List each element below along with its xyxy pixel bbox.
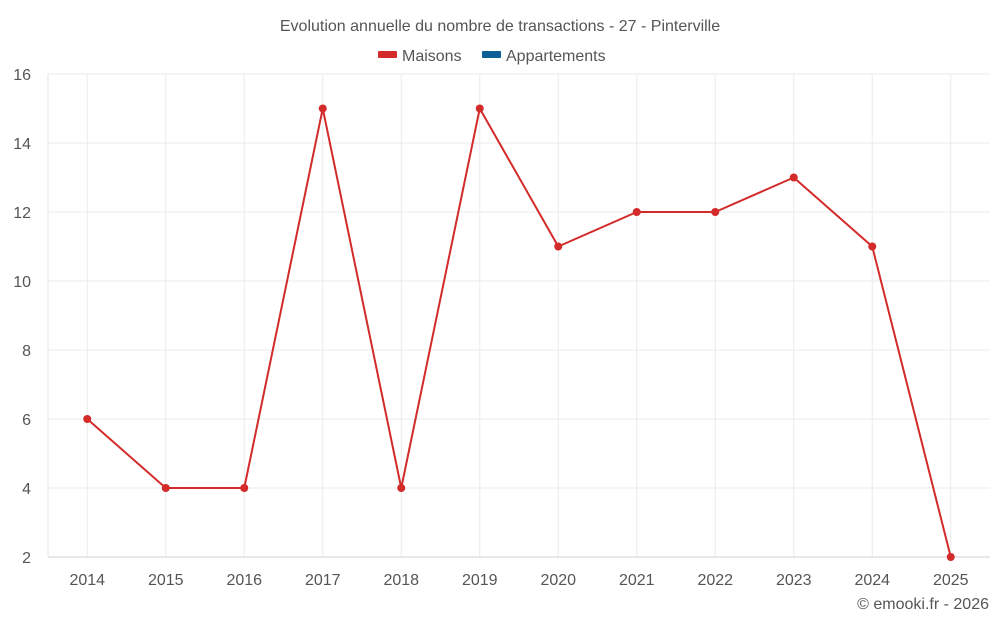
data-point-2015[interactable] bbox=[161, 484, 170, 492]
credit-text: © emooki.fr - 2026 bbox=[857, 596, 989, 613]
data-point-2025[interactable] bbox=[946, 553, 955, 561]
x-tick-label: 2014 bbox=[69, 572, 105, 589]
x-axis: 2014 2015 2016 2017 2018 2019 2020 2021 2022 2023… bbox=[69, 572, 968, 589]
legend-label-maisons: Maisons bbox=[402, 48, 462, 65]
x-tick-label: 2025 bbox=[933, 572, 969, 589]
data-point-2020[interactable] bbox=[554, 242, 563, 251]
series-maisons bbox=[83, 104, 955, 561]
data-point-2023[interactable] bbox=[789, 173, 798, 182]
x-tick-label: 2022 bbox=[697, 572, 733, 589]
x-tick-label: 2015 bbox=[148, 572, 184, 589]
data-point-2022[interactable] bbox=[711, 208, 720, 216]
chart-title: Evolution annuelle du nombre de transact… bbox=[280, 18, 720, 35]
x-tick-label: 2016 bbox=[226, 572, 262, 589]
y-tick-label: 16 bbox=[13, 67, 31, 84]
y-tick-label: 10 bbox=[13, 274, 31, 291]
legend-item-appartements[interactable]: Appartements bbox=[482, 48, 606, 65]
y-tick-label: 4 bbox=[22, 481, 31, 498]
data-point-2018[interactable] bbox=[397, 484, 406, 492]
legend-label-appartements: Appartements bbox=[506, 48, 606, 65]
data-point-2014[interactable] bbox=[83, 415, 92, 423]
legend-swatch-maisons bbox=[378, 51, 397, 58]
x-tick-label: 2023 bbox=[776, 572, 812, 589]
x-tick-label: 2024 bbox=[854, 572, 890, 589]
data-point-2016[interactable] bbox=[240, 484, 249, 492]
y-axis: 2 4 6 8 10 12 14 16 bbox=[13, 67, 31, 567]
y-tick-label: 8 bbox=[22, 343, 31, 360]
gridlines bbox=[47, 73, 990, 558]
data-point-2017[interactable] bbox=[318, 104, 327, 113]
x-tick-label: 2019 bbox=[462, 572, 498, 589]
legend: Maisons Appartements bbox=[378, 48, 606, 65]
legend-item-maisons[interactable]: Maisons bbox=[378, 48, 462, 65]
x-tick-label: 2020 bbox=[540, 572, 576, 589]
data-point-2021[interactable] bbox=[632, 208, 641, 216]
y-tick-label: 6 bbox=[22, 412, 31, 429]
x-tick-label: 2018 bbox=[383, 572, 419, 589]
y-tick-label: 14 bbox=[13, 136, 31, 153]
y-tick-label: 12 bbox=[13, 205, 31, 222]
y-tick-label: 2 bbox=[22, 550, 31, 567]
data-point-2024[interactable] bbox=[868, 242, 877, 251]
x-tick-label: 2021 bbox=[619, 572, 655, 589]
series-line-maisons bbox=[86, 107, 952, 558]
x-tick-label: 2017 bbox=[305, 572, 341, 589]
legend-swatch-appartements bbox=[482, 51, 501, 58]
data-point-2019[interactable] bbox=[475, 104, 484, 113]
